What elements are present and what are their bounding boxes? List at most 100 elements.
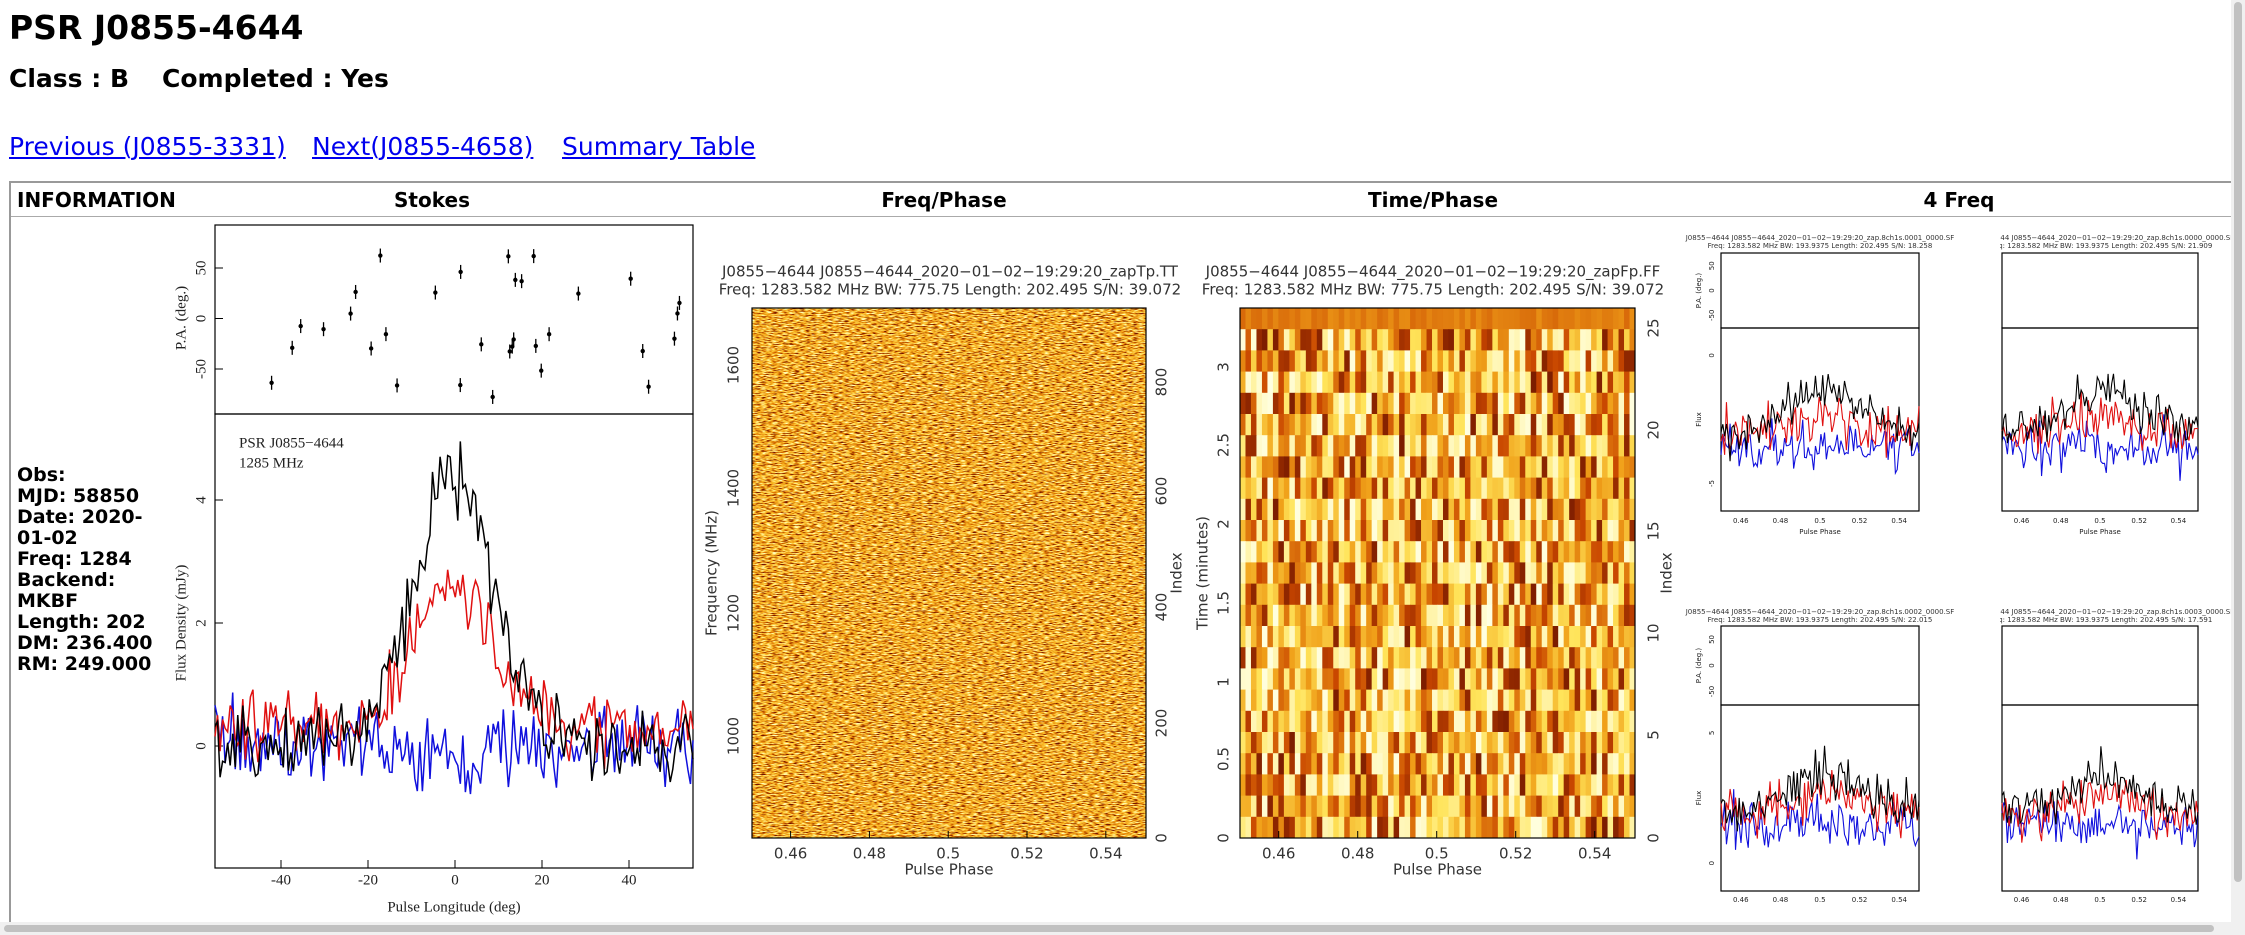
heatmap-cell <box>1404 520 1411 542</box>
heatmap-cell <box>1349 498 1356 521</box>
heatmap-cell <box>1261 795 1268 818</box>
heatmap-cell <box>1360 435 1367 457</box>
heatmap-cell <box>1552 626 1559 648</box>
heatmap-cell <box>1530 816 1537 839</box>
heatmap-cell <box>1333 753 1340 775</box>
heatmap-cell <box>1453 647 1460 669</box>
pa-point <box>675 311 680 316</box>
heatmap-cell <box>1503 626 1510 648</box>
heatmap-cell <box>1393 456 1400 479</box>
heatmap-cell <box>1552 689 1559 712</box>
heatmap-cell <box>1602 732 1609 754</box>
heatmap-cell <box>1355 308 1362 330</box>
heatmap-cell <box>1464 732 1471 754</box>
heatmap-cell <box>1558 668 1565 691</box>
heatmap-cell <box>1459 520 1466 542</box>
heatmap-cell <box>1366 816 1373 839</box>
heatmap-cell <box>1629 562 1636 585</box>
heatmap-cell <box>1486 753 1493 775</box>
heatmap-cell <box>1585 689 1592 712</box>
heatmap-cell <box>1558 414 1565 436</box>
heatmap-cell <box>1541 562 1548 585</box>
heatmap-cell <box>1322 689 1329 712</box>
heatmap-cell <box>1618 350 1625 373</box>
heatmap-cell <box>1393 689 1400 712</box>
heatmap-cell <box>1492 816 1499 839</box>
heatmap-cell <box>1289 753 1296 775</box>
heatmap-cell <box>1300 498 1307 521</box>
v-scrollbar[interactable] <box>2231 0 2245 935</box>
heatmap-cell <box>1591 329 1598 351</box>
heatmap-cell <box>1602 583 1609 606</box>
heatmap-cell <box>1492 477 1499 500</box>
heatmap-cell <box>1421 583 1428 606</box>
heatmap-cell <box>1574 520 1581 542</box>
heatmap-cell <box>1371 689 1378 712</box>
heatmap-cell <box>1580 541 1587 563</box>
h-scrollbar[interactable] <box>0 922 2231 935</box>
heatmap-cell <box>1536 604 1543 627</box>
heatmap-cell <box>1470 308 1477 330</box>
heatmap-cell <box>1525 498 1532 521</box>
info-line: MJD: 58850 <box>17 485 140 507</box>
heatmap-cell <box>1486 689 1493 712</box>
heatmap-cell <box>1530 414 1537 436</box>
heatmap-cell <box>1256 583 1263 606</box>
heatmap-cell <box>1305 647 1312 669</box>
heatmap-cell <box>1355 541 1362 563</box>
heatmap-cell <box>1432 668 1438 691</box>
heatmap-cell <box>1432 689 1438 712</box>
heatmap-cell <box>1421 795 1428 818</box>
heatmap-cell <box>1388 350 1395 373</box>
heatmap-cell <box>1596 753 1603 775</box>
heatmap-cell <box>1421 626 1428 648</box>
heatmap-cell <box>1503 498 1510 521</box>
axis-label: Frequency (MHz) <box>703 510 721 636</box>
heatmap-cell <box>1497 541 1504 563</box>
heatmap-cell <box>1305 689 1312 712</box>
heatmap-cell <box>1289 604 1296 627</box>
heatmap-cell <box>1448 774 1455 797</box>
heatmap-cell <box>1503 371 1510 394</box>
heatmap-cell <box>1514 795 1521 818</box>
heatmap-cell <box>1437 626 1444 648</box>
heatmap-cell <box>1272 541 1279 563</box>
heatmap-cell <box>1536 392 1543 415</box>
heatmap-cell <box>1486 710 1493 733</box>
plot-frame <box>2001 252 2199 329</box>
heatmap-cell <box>1355 647 1362 669</box>
heatmap-cell <box>1613 689 1620 712</box>
heatmap-cell <box>1558 795 1565 818</box>
heatmap-cell <box>1613 795 1620 818</box>
prev-link[interactable]: Previous (J0855-3331) <box>9 132 286 161</box>
heatmap-cell <box>1426 774 1433 797</box>
heatmap-cell <box>1305 562 1312 585</box>
next-link[interactable]: Next(J0855-4658) <box>312 132 534 161</box>
heatmap-cell <box>1327 647 1334 669</box>
heatmap-cell <box>1536 371 1543 394</box>
heatmap-cell <box>1399 350 1406 373</box>
heatmap-cell <box>1525 435 1532 457</box>
heatmap-cell <box>1624 414 1631 436</box>
heatmap-cell <box>1541 753 1548 775</box>
heatmap-cell <box>1442 541 1449 563</box>
heatmap-cell <box>1344 816 1351 839</box>
heatmap-cell <box>1547 350 1554 373</box>
heatmap-cell <box>1377 498 1384 521</box>
heatmap-cell <box>1404 435 1411 457</box>
heatmap-cell <box>1404 710 1411 733</box>
heatmap-cell <box>1316 689 1323 712</box>
heatmap-cell <box>1514 308 1521 330</box>
summary-link[interactable]: Summary Table <box>562 132 756 161</box>
heatmap-cell <box>1442 604 1449 627</box>
x-tick-label: 40 <box>622 872 637 888</box>
heatmap-cell <box>1569 308 1576 330</box>
heatmap-cell <box>1574 732 1581 754</box>
heatmap-cell <box>1305 541 1312 563</box>
heatmap-cell <box>1316 774 1323 797</box>
heatmap-cell <box>1426 371 1433 394</box>
heatmap-cell <box>1580 647 1587 669</box>
heatmap-cell <box>1311 371 1318 394</box>
heatmap-cell <box>1311 350 1318 373</box>
heatmap-cell <box>1415 308 1422 330</box>
